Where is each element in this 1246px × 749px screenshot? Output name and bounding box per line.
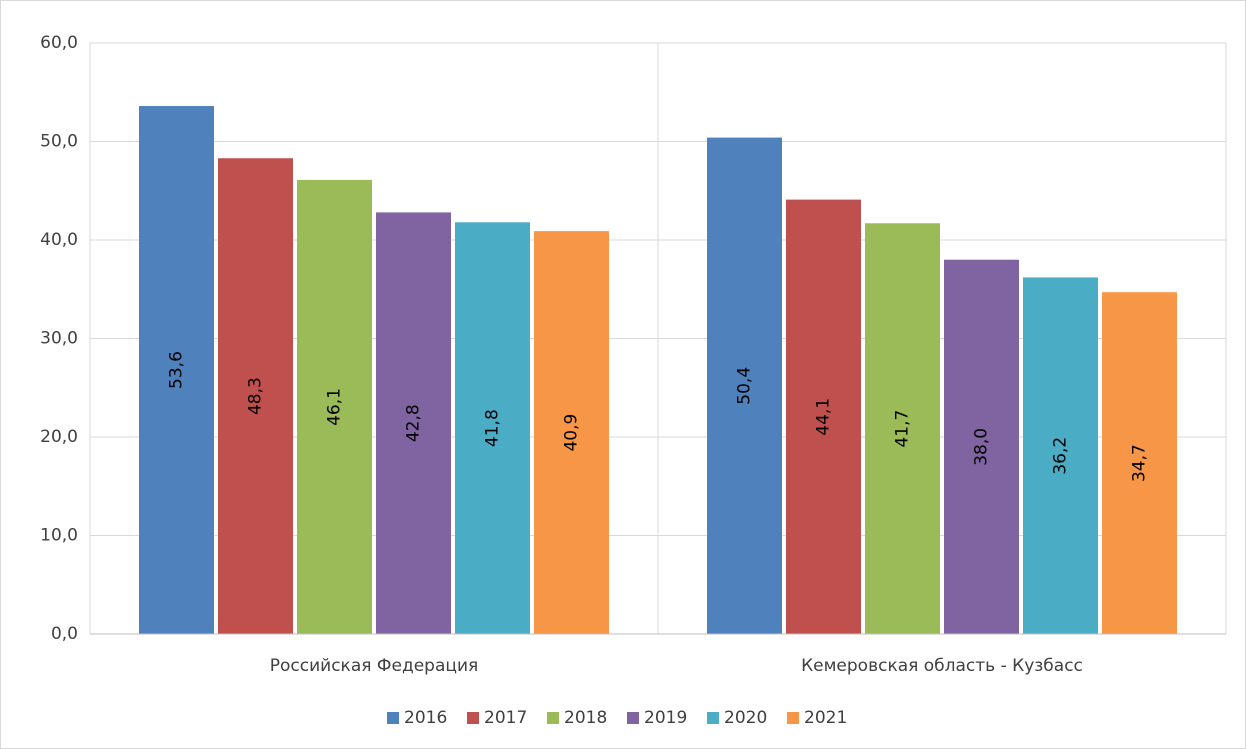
y-tick-label: 40,0 xyxy=(40,230,78,250)
legend-swatch xyxy=(547,712,559,724)
data-label: 36,2 xyxy=(1051,437,1071,475)
legend-swatch xyxy=(787,712,799,724)
data-label: 46,1 xyxy=(325,388,345,426)
data-label: 40,9 xyxy=(562,414,582,452)
y-tick-label: 50,0 xyxy=(40,132,78,152)
data-label: 50,4 xyxy=(735,367,755,405)
bar xyxy=(534,231,609,634)
data-label: 38,0 xyxy=(972,428,992,466)
legend-swatch xyxy=(387,712,399,724)
data-label: 42,8 xyxy=(404,404,424,442)
data-label: 41,8 xyxy=(483,409,503,447)
bar xyxy=(707,137,782,634)
bar xyxy=(139,106,214,635)
data-label: 53,6 xyxy=(167,351,187,389)
bar xyxy=(1102,292,1177,634)
bar xyxy=(1023,277,1098,634)
data-label: 34,7 xyxy=(1130,444,1150,482)
legend-label: 2021 xyxy=(804,708,847,728)
y-tick-label: 0,0 xyxy=(51,624,78,644)
data-label: 44,1 xyxy=(814,398,834,436)
legend-label: 2020 xyxy=(724,708,767,728)
legend-swatch xyxy=(707,712,719,724)
legend-label: 2018 xyxy=(564,708,607,728)
bar xyxy=(218,158,293,634)
data-label: 48,3 xyxy=(246,377,266,415)
y-tick-label: 10,0 xyxy=(40,526,78,546)
bar xyxy=(786,199,861,635)
legend-label: 2016 xyxy=(404,708,447,728)
data-label: 41,7 xyxy=(893,410,913,448)
y-tick-label: 20,0 xyxy=(40,427,78,447)
bar xyxy=(865,223,940,634)
bar xyxy=(376,212,451,635)
y-tick-label: 60,0 xyxy=(40,33,78,53)
bar xyxy=(944,259,1019,634)
bar xyxy=(297,179,372,635)
legend-swatch xyxy=(467,712,479,724)
legend-swatch xyxy=(627,712,639,724)
y-tick-label: 30,0 xyxy=(40,329,78,349)
legend-label: 2017 xyxy=(484,708,527,728)
legend-label: 2019 xyxy=(644,708,687,728)
bar xyxy=(455,222,530,634)
x-tick-label: Кемеровская область - Кузбасс xyxy=(801,656,1083,676)
x-tick-label: Российская Федерация xyxy=(270,656,478,676)
